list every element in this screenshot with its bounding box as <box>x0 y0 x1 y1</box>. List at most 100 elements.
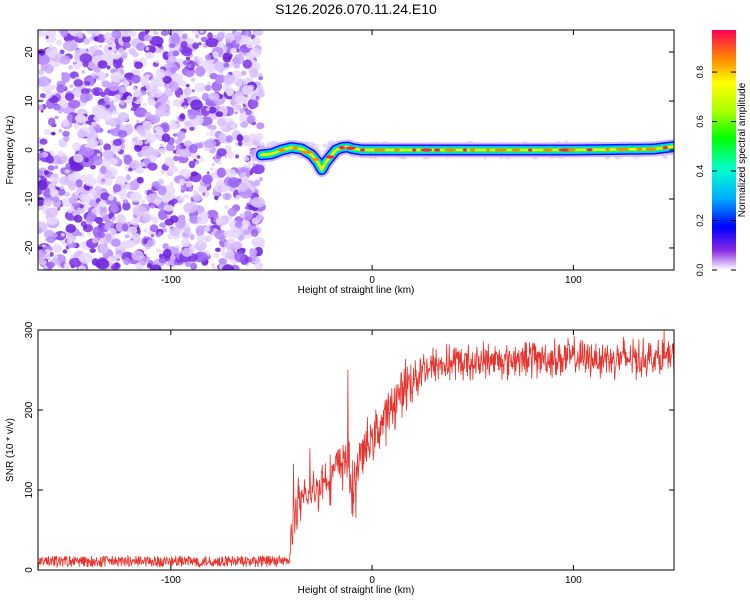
noise-blob <box>122 199 129 204</box>
noise-blob <box>169 226 181 237</box>
noise-blob <box>56 39 63 46</box>
noise-blob <box>45 207 59 218</box>
noise-blob <box>135 119 140 125</box>
noise-blob <box>97 231 106 239</box>
noise-blob <box>129 159 140 169</box>
noise-blob <box>149 114 161 124</box>
noise-blob <box>38 30 45 38</box>
colorbar-tick-label: 0.2 <box>695 214 705 227</box>
noise-blob <box>233 241 243 250</box>
noise-blob <box>102 73 106 79</box>
noise-blob <box>152 216 159 224</box>
noise-blob <box>184 120 192 127</box>
noise-blob <box>133 107 147 118</box>
noise-blob <box>59 185 65 190</box>
noise-blob <box>163 204 174 212</box>
noise-blob <box>107 81 120 92</box>
noise-blob <box>170 32 180 44</box>
noise-blob <box>38 169 43 176</box>
noise-blob <box>193 56 199 62</box>
noise-blob <box>190 77 196 82</box>
noise-blob <box>94 75 99 80</box>
x-tick-label: -100 <box>161 275 181 286</box>
y-tick-label: 200 <box>24 401 35 418</box>
noise-blob <box>226 88 234 97</box>
noise-blob <box>59 55 71 65</box>
noise-blob <box>161 195 172 204</box>
noise-blob <box>62 249 68 254</box>
noise-blob <box>181 33 188 39</box>
noise-blob <box>239 112 249 124</box>
noise-blob <box>93 66 101 73</box>
noise-blob <box>97 60 108 69</box>
noise-blob <box>142 214 152 223</box>
noise-blob <box>216 148 227 157</box>
noise-blob <box>169 66 177 73</box>
noise-blob <box>207 32 213 40</box>
noise-blob <box>120 193 128 200</box>
ridge-peak <box>528 148 533 152</box>
noise-blob <box>111 207 117 213</box>
noise-blob <box>68 181 77 191</box>
noise-blob <box>107 195 115 201</box>
noise-blob <box>242 106 248 110</box>
y-tick-label: 300 <box>24 321 35 338</box>
noise-blob <box>157 185 167 196</box>
noise-blob <box>157 267 162 270</box>
noise-blob <box>252 30 264 36</box>
ridge-peak <box>615 147 630 151</box>
noise-blob <box>111 110 118 116</box>
noise-blob <box>209 124 217 131</box>
noise-blob <box>86 134 93 140</box>
noise-blob <box>132 205 147 217</box>
noise-blob <box>241 176 249 182</box>
noise-blob <box>97 71 107 81</box>
noise-blob <box>64 169 70 174</box>
noise-blob <box>254 132 264 141</box>
noise-blob <box>104 74 108 78</box>
noise-blob <box>192 193 202 202</box>
noise-blob <box>205 38 219 48</box>
noise-blob <box>224 155 228 159</box>
noise-blob <box>130 218 139 226</box>
noise-blob <box>131 138 140 146</box>
noise-blob <box>185 69 195 78</box>
noise-blob <box>240 121 249 128</box>
noise-blob <box>195 225 205 237</box>
noise-blob <box>150 77 158 85</box>
noise-blob <box>214 183 227 193</box>
noise-blob <box>123 257 131 266</box>
noise-blob <box>183 227 191 234</box>
noise-blob <box>154 183 159 189</box>
noise-blob <box>84 176 97 187</box>
noise-blob <box>65 224 77 233</box>
noise-blob <box>99 148 103 152</box>
noise-blob <box>100 165 107 175</box>
noise-blob <box>121 240 132 249</box>
noise-blob <box>221 251 227 257</box>
noise-blob <box>212 51 220 59</box>
noise-blob <box>234 111 238 115</box>
noise-blob <box>77 129 86 139</box>
noise-blob <box>169 182 174 187</box>
spectrogram-frame <box>37 29 675 271</box>
noise-blob <box>80 221 87 228</box>
noise-blob <box>181 47 193 57</box>
noise-blob <box>233 63 241 69</box>
noise-blob <box>89 188 97 196</box>
noise-blob <box>157 231 162 236</box>
noise-blob <box>172 50 180 57</box>
noise-blob <box>114 254 122 259</box>
noise-blob <box>131 250 144 261</box>
noise-blob <box>45 261 55 269</box>
noise-blob <box>217 161 222 165</box>
noise-blob <box>77 32 84 39</box>
noise-blob <box>118 86 127 94</box>
noise-blob <box>72 142 81 152</box>
noise-blob <box>197 239 202 245</box>
noise-blob <box>179 94 185 99</box>
noise-blob <box>164 70 172 78</box>
noise-blob <box>153 130 157 134</box>
noise-blob <box>183 87 192 96</box>
